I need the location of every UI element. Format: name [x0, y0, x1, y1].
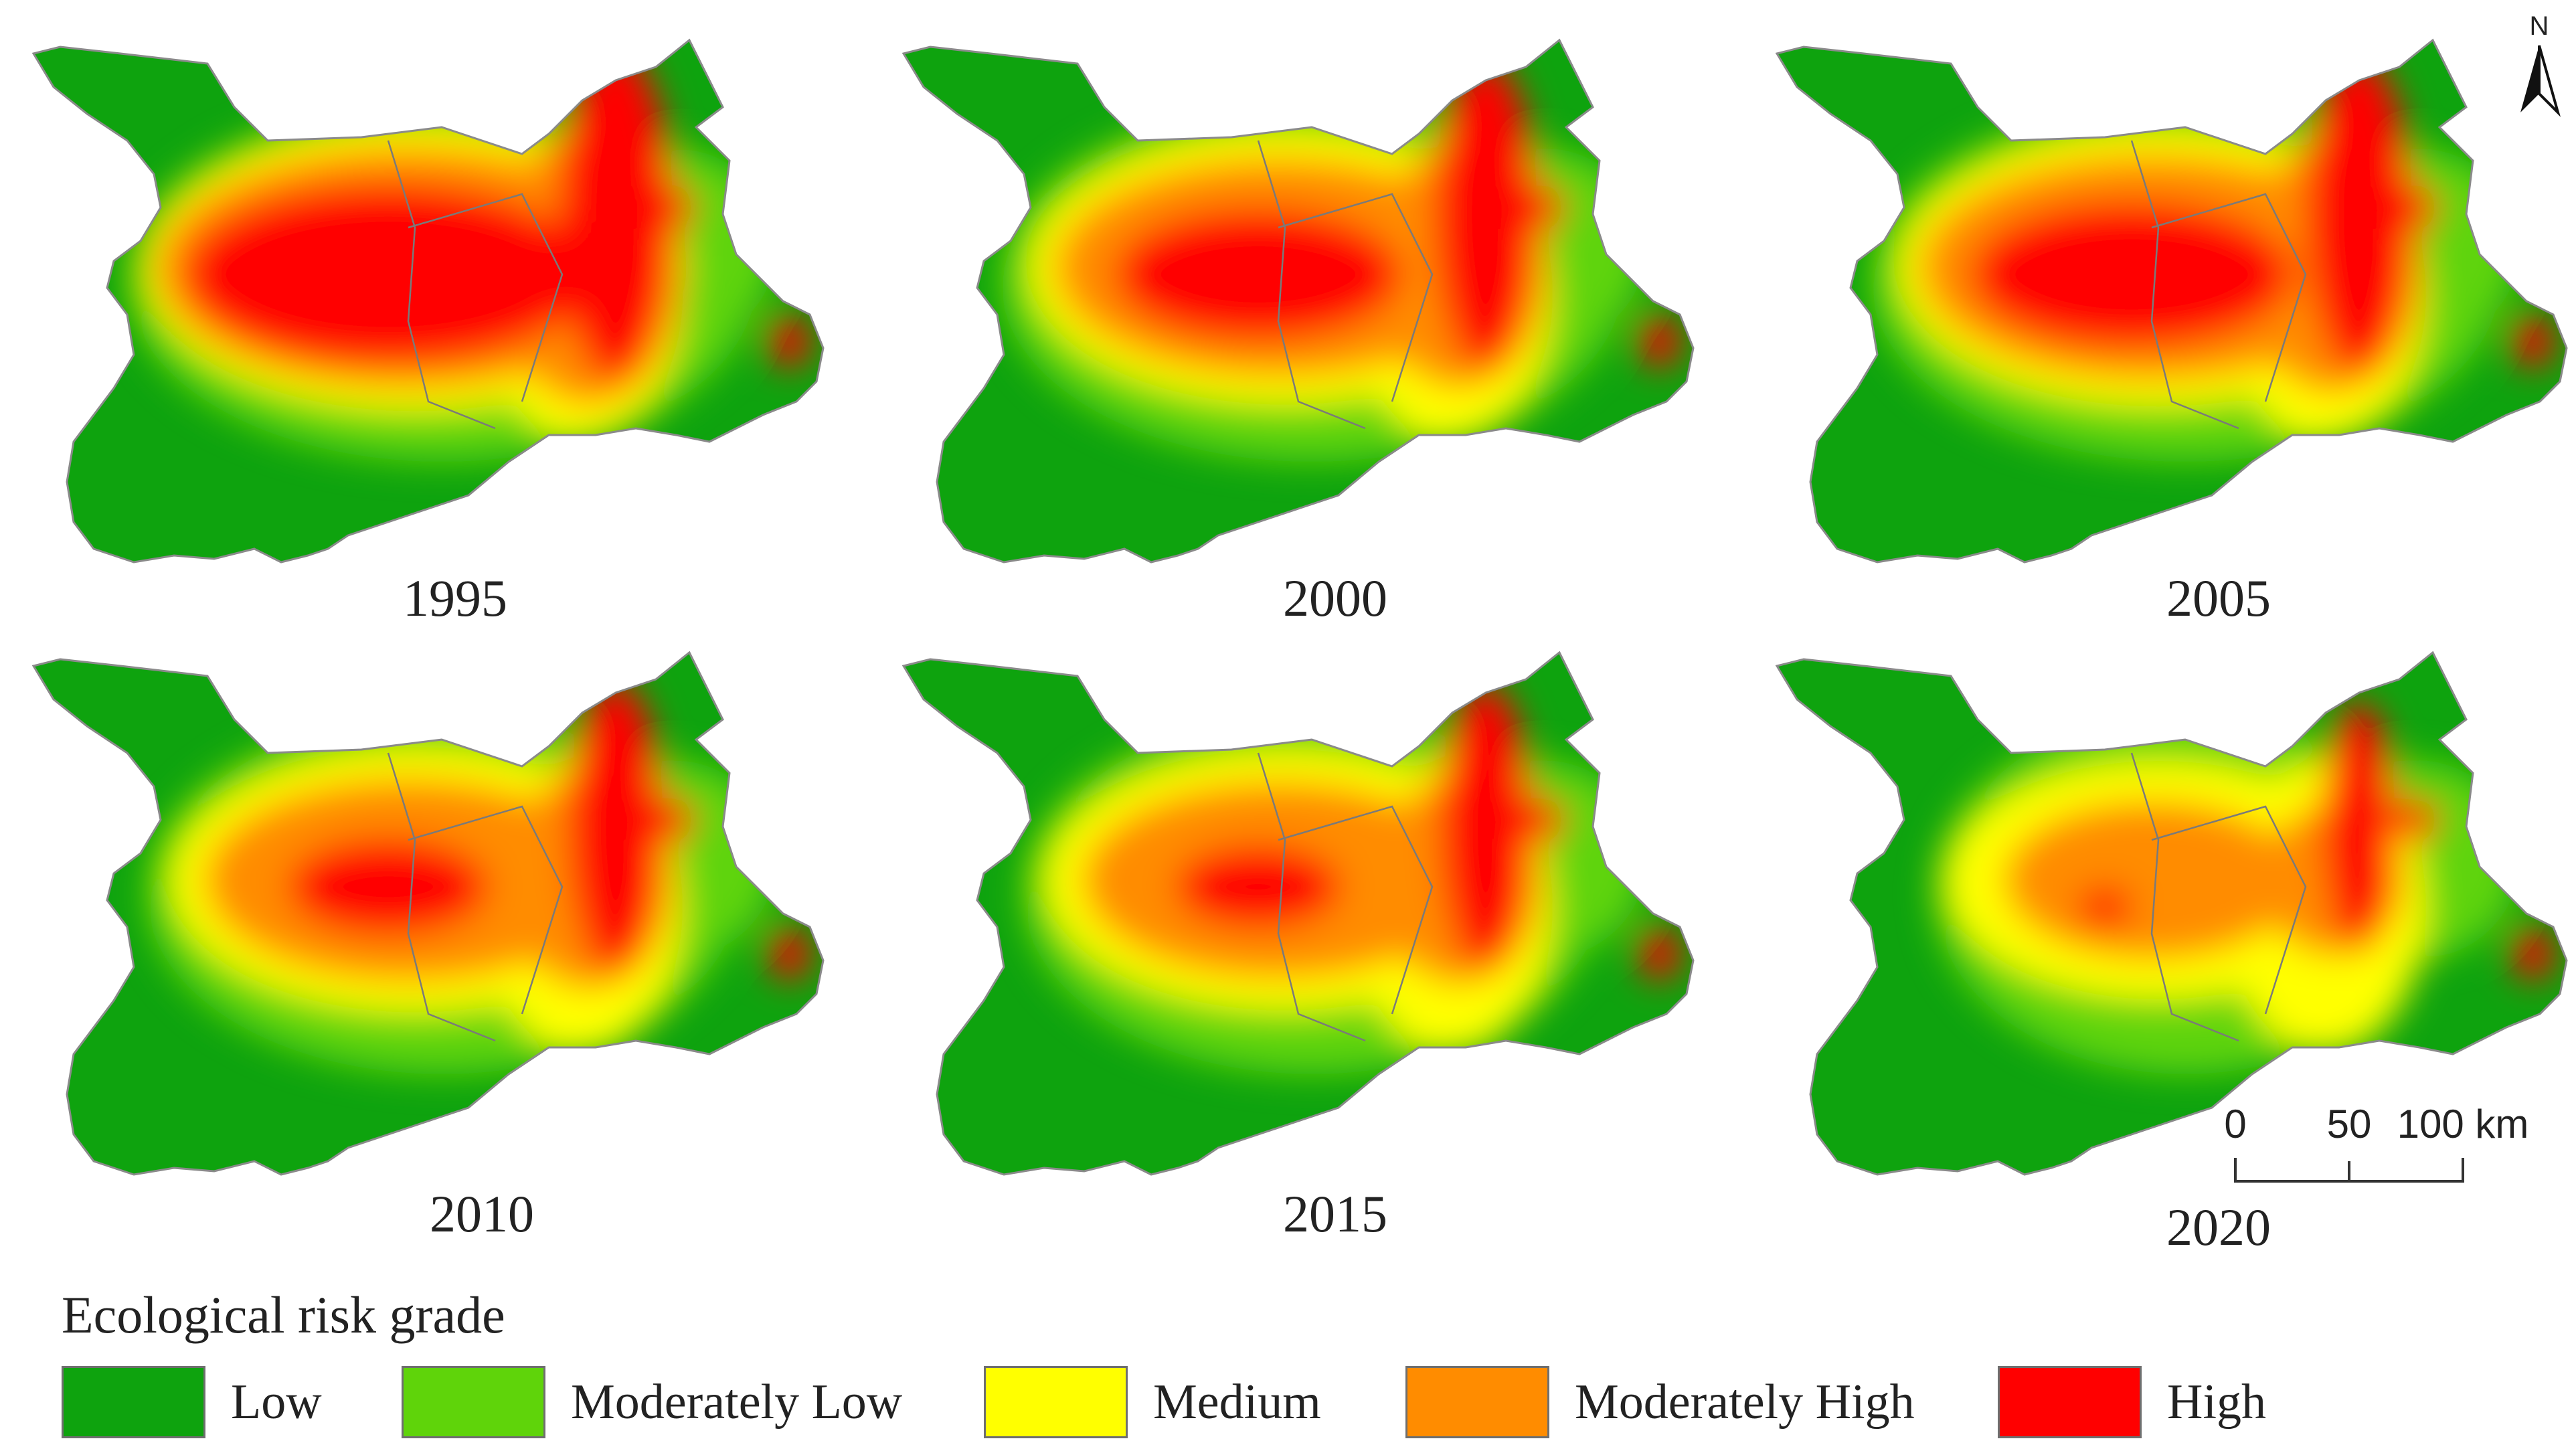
map-boundary — [901, 651, 1695, 1176]
north-arrow-left — [2520, 46, 2539, 112]
north-arrow-right — [2538, 45, 2561, 117]
risk-map-2015 — [901, 651, 1695, 1176]
legend-swatch — [62, 1366, 205, 1438]
scale-tick-0: 0 — [2224, 1102, 2246, 1146]
legend-swatch — [984, 1366, 1128, 1438]
legend-title: Ecological risk grade — [62, 1286, 505, 1344]
district-boundary — [2130, 752, 2307, 1042]
year-label-2015: 2015 — [1283, 1185, 1387, 1243]
year-label-2010: 2010 — [430, 1185, 534, 1243]
map-boundary — [31, 651, 825, 1176]
risk-map-2005 — [1775, 38, 2568, 564]
map-boundary — [1775, 38, 2568, 564]
district-boundary — [387, 140, 564, 430]
legend-label: High — [2167, 1374, 2266, 1430]
scale-tick-50: 50 — [2327, 1102, 2372, 1146]
legend-item-moderately-high: Moderately High — [1405, 1365, 1915, 1439]
legend-item-moderately-low: Moderately Low — [402, 1365, 902, 1439]
map-boundary — [31, 38, 825, 564]
district-boundary — [387, 752, 564, 1042]
risk-map-1995 — [31, 38, 825, 564]
year-label-2020: 2020 — [2166, 1198, 2271, 1256]
legend-label: Moderately High — [1575, 1374, 1915, 1430]
north-label: N — [2530, 11, 2549, 41]
scale-bar-line — [2234, 1158, 2464, 1183]
legend-label: Medium — [1153, 1374, 1321, 1430]
year-label-2000: 2000 — [1283, 569, 1387, 627]
district-boundary — [2130, 140, 2307, 430]
risk-map-2010 — [31, 651, 825, 1176]
scale-tick-100: 100 km — [2397, 1102, 2529, 1146]
maps-layer: 1995 2000 2005 2010 2015 2020 — [31, 38, 2568, 1256]
north-arrow-icon: N — [2520, 11, 2561, 117]
year-label-1995: 1995 — [403, 569, 507, 627]
district-boundary — [1257, 752, 1434, 1042]
legend-label: Moderately Low — [571, 1374, 903, 1430]
legend-item-low: Low — [62, 1365, 322, 1439]
legend-item-high: High — [1998, 1365, 2266, 1439]
legend-label: Low — [231, 1374, 322, 1430]
map-boundary — [1775, 651, 2568, 1176]
risk-map-2020 — [1775, 651, 2568, 1176]
scale-bar: 0 50 100 km — [2224, 1102, 2529, 1183]
legend-item-medium: Medium — [984, 1365, 1321, 1439]
risk-map-2000 — [901, 38, 1695, 564]
legend-swatch — [1405, 1366, 1549, 1438]
legend-swatch — [402, 1366, 545, 1438]
year-label-2005: 2005 — [2166, 569, 2271, 627]
district-boundary — [1257, 140, 1434, 430]
legend-swatch — [1998, 1366, 2142, 1438]
map-boundary — [901, 38, 1695, 564]
